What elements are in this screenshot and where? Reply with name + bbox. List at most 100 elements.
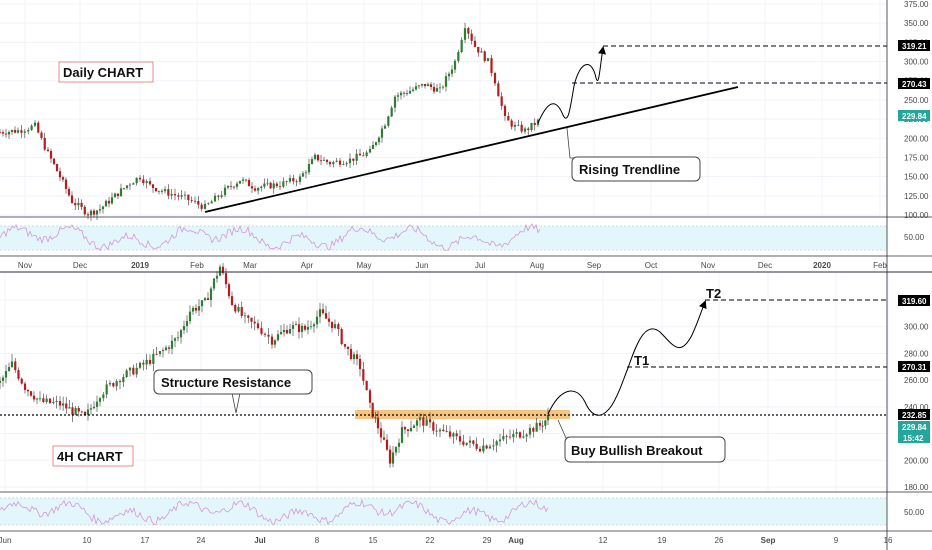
h4-candle — [435, 430, 438, 432]
buy-breakout-callout: Buy Bullish Breakout — [571, 443, 703, 458]
h4-candle — [282, 329, 286, 333]
h4-candle — [462, 441, 465, 445]
daily-candle — [101, 206, 105, 210]
badge-daily-319 — [898, 40, 930, 51]
h4-candle — [276, 334, 280, 341]
daily-candle — [500, 96, 503, 106]
daily-candle — [319, 160, 323, 162]
daily-candle — [288, 178, 292, 182]
daily-candle — [362, 155, 365, 157]
daily-candle — [490, 58, 493, 74]
daily-candle — [52, 158, 56, 165]
daily-rsi-path — [0, 223, 541, 252]
daily-candle — [210, 201, 213, 204]
h4-candle — [346, 346, 350, 349]
daily-xtick-label: Dec — [73, 261, 87, 270]
daily-xtick-label: Feb — [190, 261, 204, 270]
daily-candle — [266, 182, 269, 184]
h4-candle — [472, 440, 475, 444]
daily-candle — [307, 163, 311, 173]
h4-candle — [155, 353, 158, 355]
daily-candle — [426, 84, 430, 87]
h4-candle — [221, 266, 225, 274]
daily-rsi-level-label: 50.00 — [904, 233, 925, 242]
daily-candle — [229, 186, 233, 187]
h4-candle — [26, 389, 30, 392]
daily-candle — [322, 159, 326, 161]
h4-candle — [337, 324, 340, 330]
h4-candle — [42, 398, 45, 402]
daily-candle — [480, 51, 483, 53]
h4-candle — [45, 398, 48, 402]
h4-candle — [368, 390, 372, 403]
daily-candle — [460, 39, 463, 53]
h4-candle — [167, 347, 171, 349]
h4-candle — [422, 417, 425, 426]
h4-candle — [74, 408, 77, 415]
h4-candle — [482, 445, 485, 452]
h4-ytick-label: 200.00 — [904, 456, 929, 465]
h4-candle — [68, 407, 71, 409]
h4-xtick-label: 29 — [483, 536, 492, 545]
daily-candle — [197, 200, 200, 205]
h4-candle — [80, 411, 83, 413]
daily-candle — [263, 183, 266, 187]
h4-candle — [465, 442, 468, 445]
daily-candles — [0, 22, 540, 221]
h4-rsi-path — [0, 498, 549, 526]
daily-projection-path — [537, 46, 606, 124]
daily-candle — [432, 87, 436, 92]
h4-candle — [227, 284, 231, 297]
h4-candle — [495, 441, 498, 446]
daily-xtick-label: 2020 — [813, 261, 831, 270]
h4-candle — [452, 433, 455, 437]
daily-xtick-label: Feb — [873, 261, 887, 270]
badge-daily-270-text: 270.43 — [902, 80, 927, 89]
daily-candle — [241, 179, 245, 181]
h4-candle — [285, 329, 289, 334]
h4-candle — [321, 309, 325, 314]
daily-candle — [387, 116, 390, 126]
h4-candle — [206, 298, 210, 300]
h4-candle — [209, 288, 213, 300]
daily-candle — [16, 130, 20, 133]
daily-candle — [325, 159, 329, 163]
h4-candle — [330, 321, 334, 329]
daily-candle — [374, 142, 378, 145]
h4-candle — [29, 391, 33, 396]
h4-candle — [385, 439, 389, 450]
h4-candle — [105, 384, 108, 395]
h4-candle — [525, 434, 528, 437]
daily-candle — [257, 188, 260, 191]
h4-ytick-label: 180.00 — [904, 483, 929, 492]
daily-candle — [408, 90, 412, 94]
h4-candle — [145, 359, 148, 365]
h4-candle — [297, 324, 301, 333]
h4-candle — [32, 395, 36, 400]
daily-candle — [27, 129, 30, 132]
daily-candle — [402, 92, 406, 94]
h4-xtick-label: 17 — [141, 536, 150, 545]
h4-candle — [324, 313, 328, 319]
rising-trendline — [204, 86, 739, 213]
daily-candle — [310, 159, 314, 164]
daily-candle — [295, 181, 298, 183]
daily-candle — [345, 163, 348, 165]
h4-chart-title: 4H CHART — [57, 449, 123, 464]
h4-candle — [108, 383, 112, 385]
daily-candle — [183, 194, 187, 196]
h4-xtick-label: Sep — [761, 536, 776, 545]
h4-candle — [438, 429, 442, 432]
daily-candle — [510, 120, 513, 127]
h4-candle — [35, 398, 39, 400]
h4-candle — [538, 422, 542, 426]
h4-candle — [546, 414, 550, 421]
daily-candle — [247, 180, 251, 187]
h4-candle — [400, 427, 404, 443]
h4-candle — [230, 296, 234, 305]
daily-xtick-label: Jun — [416, 261, 429, 270]
daily-candle — [260, 186, 263, 189]
h4-candle — [309, 326, 313, 328]
h4-candle — [382, 437, 386, 440]
